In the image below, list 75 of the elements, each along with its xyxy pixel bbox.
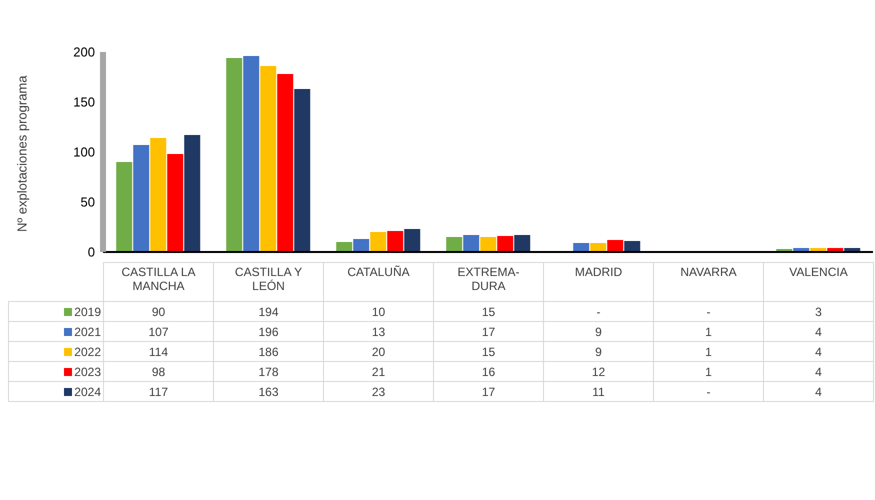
bar xyxy=(607,240,624,252)
data-label: 4 xyxy=(764,362,874,382)
text: - xyxy=(596,304,600,318)
data-label: 186 xyxy=(214,342,324,362)
data-label: 1 xyxy=(654,322,764,342)
legend-label: 2021 xyxy=(8,322,104,342)
data-label: 178 xyxy=(214,362,324,382)
data-label: 1 xyxy=(654,342,764,362)
x-tick-label: CASTILLA LA MANCHA xyxy=(104,262,214,302)
data-label: 9 xyxy=(544,342,654,362)
x-tick-label: NAVARRA xyxy=(654,262,764,302)
bar xyxy=(514,235,530,252)
data-label: 107 xyxy=(104,322,214,342)
bar xyxy=(624,241,640,252)
bar xyxy=(150,138,166,252)
bar xyxy=(116,162,132,252)
bar xyxy=(387,231,404,252)
data-label: 13 xyxy=(324,322,434,342)
data-label: 3 xyxy=(764,302,874,322)
bar xyxy=(184,135,200,252)
data-label: 15 xyxy=(434,302,544,322)
y-tick-label: 100 xyxy=(73,144,95,160)
data-label: 98 xyxy=(104,362,214,382)
data-label: 9 xyxy=(544,322,654,342)
bar xyxy=(336,242,352,252)
data-label: 194 xyxy=(214,302,324,322)
bar xyxy=(463,235,480,252)
bar xyxy=(226,58,242,252)
data-label: 4 xyxy=(764,342,874,362)
y-tick-label: 150 xyxy=(73,94,95,110)
data-label: 21 xyxy=(324,362,434,382)
legend-label: 2019 xyxy=(8,302,104,322)
data-label: 117 xyxy=(104,382,214,402)
data-label: 16 xyxy=(434,362,544,382)
text: - xyxy=(706,304,710,318)
bar xyxy=(133,145,150,252)
data-label: 15 xyxy=(434,342,544,362)
y-tick-label: 200 xyxy=(73,44,95,60)
bar xyxy=(260,66,276,252)
data-label: 1 xyxy=(654,362,764,382)
bar xyxy=(480,237,496,252)
x-tick-label: EXTREMA-DURA xyxy=(434,262,544,302)
bar xyxy=(404,229,420,252)
data-label: 196 xyxy=(214,322,324,342)
legend-label: 2022 xyxy=(8,342,104,362)
bar xyxy=(167,154,184,252)
bar xyxy=(294,89,310,252)
data-label: 12 xyxy=(544,362,654,382)
data-label: 163 xyxy=(214,382,324,402)
bar xyxy=(370,232,386,252)
y-axis-title: Nº explotaciones programa xyxy=(14,74,30,232)
data-label: 90 xyxy=(104,302,214,322)
data-label: 20 xyxy=(324,342,434,362)
x-tick-label: VALENCIA xyxy=(764,262,874,302)
data-label: 4 xyxy=(764,382,874,402)
y-tick-label: 50 xyxy=(80,194,95,210)
bar xyxy=(353,239,370,252)
x-tick-label: MADRID xyxy=(544,262,654,302)
x-tick-label: CASTILLA Y LEÓN xyxy=(214,262,324,302)
data-label: 11 xyxy=(544,382,654,402)
data-label: 114 xyxy=(104,342,214,362)
data-label: 4 xyxy=(764,322,874,342)
legend-label: 2024 xyxy=(8,382,104,402)
y-tick-label: 0 xyxy=(88,244,95,260)
bar xyxy=(243,56,260,252)
data-label: 10 xyxy=(324,302,434,322)
bar xyxy=(277,74,294,252)
data-label: 17 xyxy=(434,382,544,402)
data-label: 17 xyxy=(434,322,544,342)
text: - xyxy=(706,384,710,398)
legend-label: 2023 xyxy=(8,362,104,382)
data-label: 23 xyxy=(324,382,434,402)
x-tick-label: CATALUÑA xyxy=(324,262,434,302)
bar xyxy=(446,237,462,252)
bar xyxy=(497,236,514,252)
